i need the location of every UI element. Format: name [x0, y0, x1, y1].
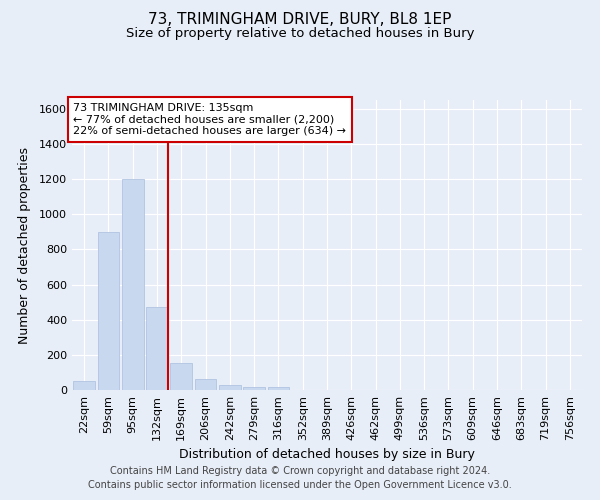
X-axis label: Distribution of detached houses by size in Bury: Distribution of detached houses by size …: [179, 448, 475, 462]
Bar: [146, 308, 168, 390]
Bar: [170, 363, 192, 390]
Text: Contains HM Land Registry data © Crown copyright and database right 2024.
Contai: Contains HM Land Registry data © Crown c…: [88, 466, 512, 490]
Bar: [73, 381, 95, 390]
Text: 73, TRIMINGHAM DRIVE, BURY, BL8 1EP: 73, TRIMINGHAM DRIVE, BURY, BL8 1EP: [148, 12, 452, 28]
Bar: [243, 388, 265, 390]
Y-axis label: Number of detached properties: Number of detached properties: [17, 146, 31, 344]
Bar: [194, 380, 217, 390]
Text: Size of property relative to detached houses in Bury: Size of property relative to detached ho…: [126, 28, 474, 40]
Bar: [122, 179, 143, 390]
Bar: [268, 388, 289, 390]
Bar: [219, 384, 241, 390]
Bar: [97, 232, 119, 390]
Text: 73 TRIMINGHAM DRIVE: 135sqm
← 77% of detached houses are smaller (2,200)
22% of : 73 TRIMINGHAM DRIVE: 135sqm ← 77% of det…: [73, 103, 346, 136]
